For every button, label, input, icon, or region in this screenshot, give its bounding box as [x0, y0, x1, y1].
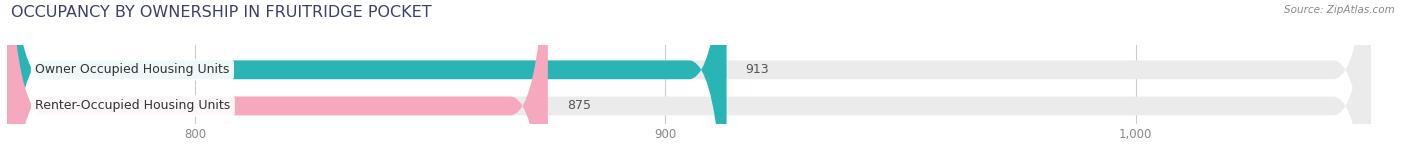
- Text: 875: 875: [567, 99, 591, 112]
- Text: Source: ZipAtlas.com: Source: ZipAtlas.com: [1284, 5, 1395, 15]
- Text: 913: 913: [745, 63, 769, 76]
- FancyBboxPatch shape: [7, 0, 1371, 159]
- Text: Owner Occupied Housing Units: Owner Occupied Housing Units: [35, 63, 229, 76]
- Text: Renter-Occupied Housing Units: Renter-Occupied Housing Units: [35, 99, 231, 112]
- Text: OCCUPANCY BY OWNERSHIP IN FRUITRIDGE POCKET: OCCUPANCY BY OWNERSHIP IN FRUITRIDGE POC…: [11, 5, 432, 20]
- FancyBboxPatch shape: [7, 0, 1371, 159]
- FancyBboxPatch shape: [7, 0, 727, 159]
- FancyBboxPatch shape: [7, 0, 548, 159]
